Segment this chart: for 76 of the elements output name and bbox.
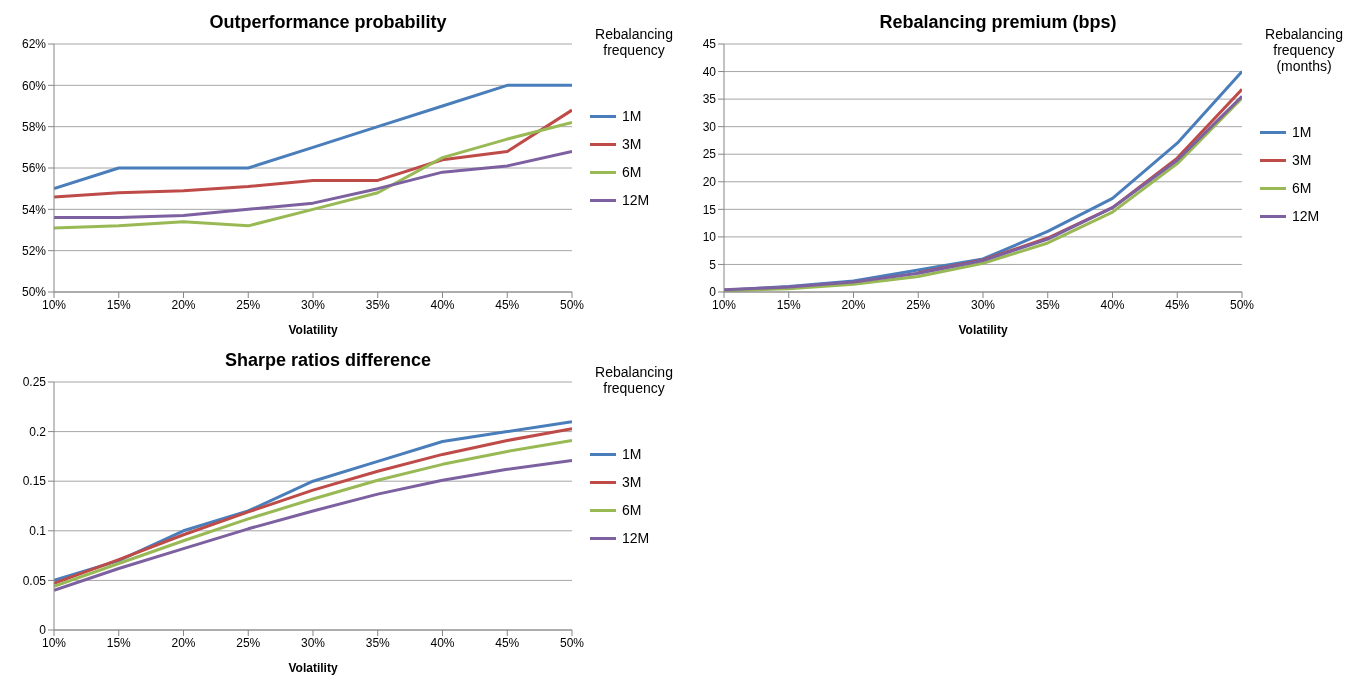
line-series <box>54 458 572 592</box>
legend-label: 12M <box>1292 208 1320 224</box>
x-tick-label: 50% <box>559 635 585 650</box>
x-tick-label: 15% <box>106 635 132 650</box>
y-tick-label: 58% <box>21 119 47 134</box>
line-series <box>54 83 572 191</box>
y-tick-label: 0.2 <box>29 424 47 439</box>
x-tick-label: 35% <box>1035 297 1061 312</box>
y-tick-label: 0 <box>709 285 717 300</box>
legend-title: Rebalancing frequency (months) <box>1264 26 1344 74</box>
x-tick-label: 50% <box>1229 297 1255 312</box>
y-tick-label: 50% <box>21 285 47 300</box>
y-tick-label: 5 <box>709 257 717 272</box>
legend-label: 6M <box>1292 180 1312 196</box>
x-tick-label: 10% <box>41 297 67 312</box>
x-tick-label: 25% <box>236 635 261 650</box>
y-tick-label: 40 <box>702 64 717 79</box>
y-tick-label: 0.05 <box>22 573 47 588</box>
line-series <box>54 121 572 230</box>
y-tick-label: 52% <box>21 243 47 258</box>
x-tick-label: 40% <box>1100 297 1125 312</box>
x-tick-label: 50% <box>559 297 585 312</box>
legend-label: 1M <box>622 446 642 462</box>
x-tick-label: 10% <box>711 297 737 312</box>
x-tick-label: 40% <box>430 297 455 312</box>
x-tick-label: 15% <box>106 297 132 312</box>
x-tick-label: 20% <box>171 635 196 650</box>
y-tick-label: 15 <box>702 202 717 217</box>
legend-label: 3M <box>1292 152 1312 168</box>
y-tick-label: 0 <box>39 623 47 638</box>
x-axis-title: Volatility <box>958 323 1008 337</box>
legend-label: 3M <box>622 474 642 490</box>
x-tick-label: 20% <box>171 297 196 312</box>
x-axis-title: Volatility <box>288 323 338 337</box>
x-tick-label: 45% <box>495 297 520 312</box>
y-tick-label: 35 <box>702 92 717 107</box>
x-tick-label: 45% <box>1165 297 1190 312</box>
y-tick-label: 20 <box>702 175 717 190</box>
legend-label: 6M <box>622 164 642 180</box>
y-tick-label: 54% <box>21 202 47 217</box>
x-tick-label: 30% <box>970 297 996 312</box>
x-tick-label: 35% <box>365 297 391 312</box>
legend-label: 12M <box>622 530 650 546</box>
y-tick-label: 0.25 <box>22 375 47 390</box>
y-tick-label: 56% <box>21 161 47 176</box>
line-series <box>54 108 572 199</box>
y-tick-label: 0.1 <box>29 524 47 539</box>
x-tick-label: 45% <box>495 635 520 650</box>
line-series <box>54 149 572 220</box>
legend-label: 12M <box>622 192 650 208</box>
x-tick-label: 20% <box>841 297 866 312</box>
x-tick-label: 25% <box>236 297 261 312</box>
y-tick-label: 60% <box>21 78 47 93</box>
y-tick-label: 45 <box>702 37 717 52</box>
legend-label: 1M <box>1292 124 1312 140</box>
legend-title: Rebalancing frequency <box>594 364 674 396</box>
y-tick-label: 10 <box>702 230 717 245</box>
legend-label: 6M <box>622 502 642 518</box>
x-tick-label: 10% <box>41 635 67 650</box>
x-axis-title: Volatility <box>288 661 338 675</box>
x-tick-label: 25% <box>906 297 931 312</box>
chart-title: Rebalancing premium (bps) <box>879 12 1117 32</box>
x-tick-label: 30% <box>300 635 326 650</box>
y-tick-label: 0.15 <box>22 474 47 489</box>
y-tick-label: 62% <box>21 37 47 52</box>
x-tick-label: 40% <box>430 635 455 650</box>
x-tick-label: 35% <box>365 635 391 650</box>
y-tick-label: 25 <box>702 147 717 162</box>
legend-label: 1M <box>622 108 642 124</box>
x-tick-label: 30% <box>300 297 326 312</box>
x-tick-label: 15% <box>776 297 802 312</box>
y-tick-label: 30 <box>702 119 717 134</box>
chart-title: Sharpe ratios difference <box>224 350 432 370</box>
legend-label: 3M <box>622 136 642 152</box>
legend-title: Rebalancing frequency <box>594 26 674 58</box>
chart-title: Outperformance probability <box>209 12 447 32</box>
